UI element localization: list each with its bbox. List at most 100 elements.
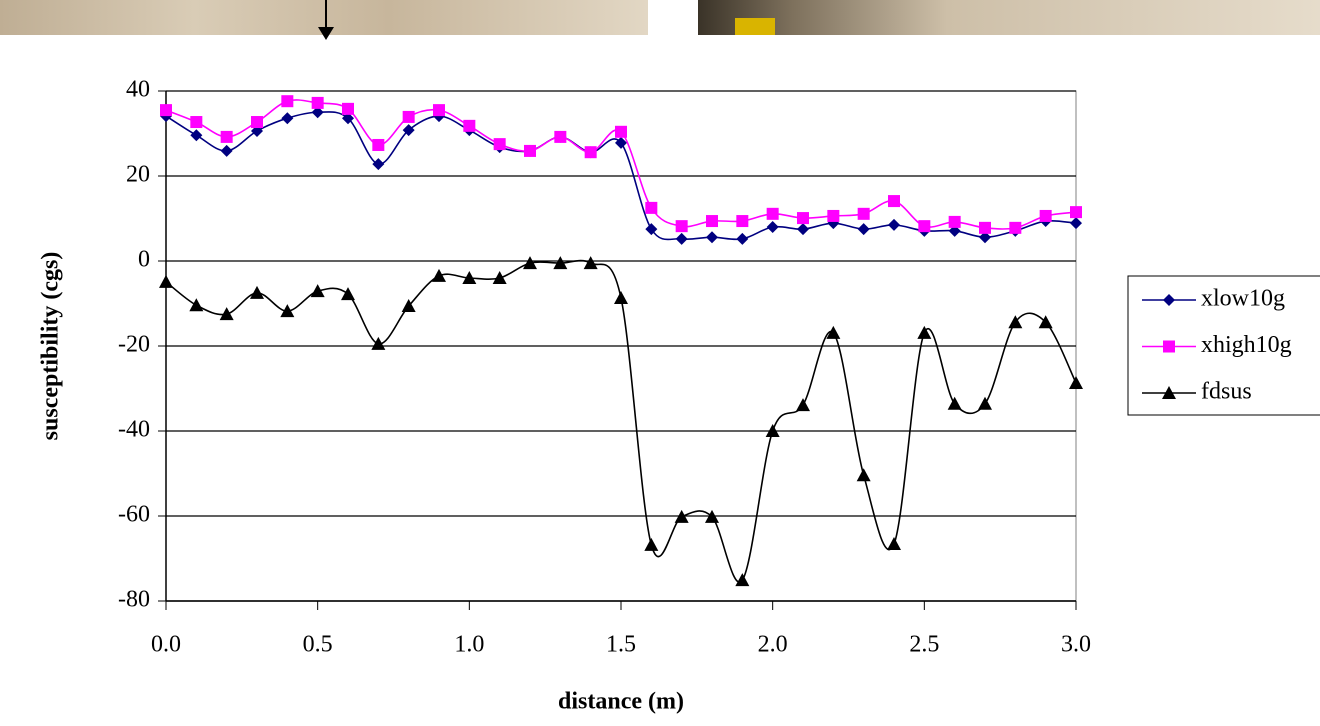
marker-diamond <box>766 221 779 233</box>
x-tick-label: 0.0 <box>151 632 181 658</box>
y-tick-label: 20 <box>126 162 150 188</box>
marker-square <box>797 212 809 225</box>
marker-square <box>888 195 900 208</box>
marker-square <box>1163 340 1175 353</box>
marker-triangle <box>1069 375 1083 389</box>
marker-triangle <box>887 537 901 551</box>
photo-right <box>698 0 1320 35</box>
x-tick-label: 2.0 <box>758 632 788 658</box>
marker-triangle <box>189 298 204 312</box>
x-tick-label: 0.5 <box>303 632 333 658</box>
marker-square <box>827 209 840 222</box>
y-tick-label: -80 <box>118 587 150 613</box>
marker-square <box>402 110 415 123</box>
marker-diamond <box>372 158 385 171</box>
marker-triangle <box>250 285 264 299</box>
marker-triangle <box>553 256 568 270</box>
marker-diamond <box>645 223 658 236</box>
marker-triangle <box>462 271 477 284</box>
marker-square <box>918 220 931 233</box>
x-axis-title: distance (m) <box>558 689 684 715</box>
marker-diamond <box>220 144 233 157</box>
x-tick-label: 1.0 <box>454 632 484 658</box>
marker-square <box>160 104 172 117</box>
marker-triangle <box>705 509 719 523</box>
marker-square <box>342 102 354 115</box>
marker-square <box>615 125 627 138</box>
marker-diamond <box>888 218 900 231</box>
marker-diamond <box>736 232 749 245</box>
arrow-head <box>318 27 334 40</box>
marker-triangle <box>1038 315 1053 329</box>
marker-triangle <box>280 304 295 318</box>
marker-triangle <box>826 325 841 339</box>
marker-triangle <box>310 284 325 298</box>
marker-diamond <box>1163 294 1175 306</box>
marker-diamond <box>797 223 809 236</box>
marker-diamond <box>402 124 415 137</box>
legend-label: fdsus <box>1201 379 1252 405</box>
marker-triangle <box>947 396 962 410</box>
marker-diamond <box>706 231 718 244</box>
marker-square <box>948 215 961 228</box>
y-tick-label: -40 <box>118 417 150 443</box>
marker-square <box>675 220 688 233</box>
photo-object <box>735 18 775 35</box>
marker-triangle <box>1008 315 1023 329</box>
marker-square <box>463 119 476 132</box>
y-axis-title: susceptibility (cgs) <box>38 252 64 441</box>
marker-square <box>251 116 263 129</box>
marker-triangle <box>219 307 234 321</box>
y-tick-label: 40 <box>126 77 150 103</box>
marker-triangle <box>765 424 780 437</box>
x-tick-label: 1.5 <box>606 632 636 658</box>
marker-square <box>220 130 233 143</box>
marker-diamond <box>979 231 991 244</box>
marker-square <box>736 215 749 228</box>
marker-triangle <box>644 537 659 551</box>
marker-triangle <box>159 274 173 288</box>
marker-square <box>645 201 658 214</box>
marker-triangle <box>341 287 355 301</box>
marker-square <box>311 96 324 109</box>
marker-square <box>433 104 445 117</box>
marker-triangle <box>856 468 871 482</box>
marker-square <box>281 95 294 108</box>
series-line <box>165 99 1077 230</box>
y-tick-label: -60 <box>118 502 150 528</box>
marker-triangle <box>796 398 810 412</box>
marker-square <box>979 221 991 234</box>
marker-triangle <box>523 256 537 270</box>
marker-triangle <box>371 336 386 350</box>
marker-triangle <box>492 271 507 284</box>
marker-square <box>1009 221 1022 234</box>
marker-diamond <box>615 136 627 149</box>
marker-square <box>493 138 506 151</box>
marker-triangle <box>1162 386 1176 399</box>
marker-square <box>372 138 385 151</box>
marker-triangle <box>432 268 446 282</box>
marker-diamond <box>342 112 354 125</box>
marker-triangle <box>735 573 750 587</box>
marker-diamond <box>857 223 870 236</box>
marker-triangle <box>583 256 598 270</box>
marker-diamond <box>1070 217 1082 230</box>
marker-square <box>706 215 718 228</box>
marker-diamond <box>190 129 203 142</box>
marker-diamond <box>281 112 294 125</box>
marker-square <box>524 144 536 157</box>
marker-square <box>554 130 567 143</box>
marker-square <box>584 146 597 159</box>
marker-diamond <box>311 106 324 119</box>
marker-square <box>857 207 870 220</box>
legend-box <box>1127 275 1320 416</box>
marker-triangle <box>978 396 992 410</box>
marker-square <box>766 207 779 220</box>
marker-diamond <box>675 232 688 245</box>
marker-square <box>1039 209 1052 222</box>
legend-label: xhigh10g <box>1201 332 1292 358</box>
marker-square <box>190 116 203 129</box>
y-tick-label: 0 <box>138 247 150 273</box>
marker-square <box>1070 206 1082 219</box>
